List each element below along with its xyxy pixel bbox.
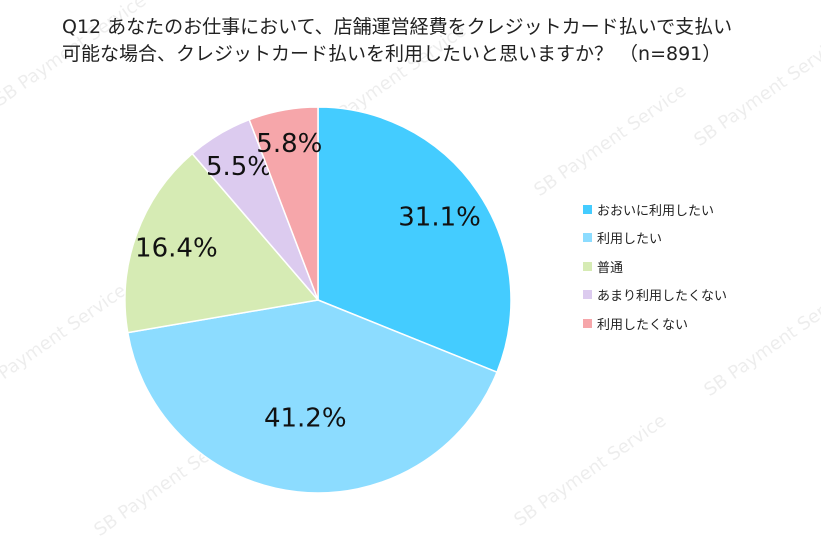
pie-slice <box>248 106 319 301</box>
legend-label: おおいに利用したい <box>597 203 715 219</box>
chart-legend: おおいに利用したい 利用したい普通あまり利用したくない 利用したくない <box>583 195 727 338</box>
legend-swatch <box>583 318 592 328</box>
legend-item: 利用したくない <box>583 309 727 338</box>
legend-swatch <box>583 204 592 214</box>
pie-slice <box>126 299 498 494</box>
pie-chart: 31.1% 41.2% 16.4% 5.5%5.8% <box>124 106 512 494</box>
legend-swatch <box>583 261 592 271</box>
slice-data-label: 31.1% <box>398 202 481 232</box>
legend-item: おおいに利用したい <box>583 195 727 224</box>
slice-data-label: 5.8% <box>256 129 322 159</box>
legend-label: あまり利用したくない <box>597 289 728 305</box>
pie-slice <box>124 152 320 334</box>
legend-label: 普通 <box>597 260 624 276</box>
legend-item: 利用したい <box>583 224 727 253</box>
slice-data-label: 41.2% <box>264 403 347 433</box>
legend-swatch <box>583 290 592 300</box>
chart-title-line-1: Q12 あなたのお仕事において、店舗運営経費をクレジットカード払いで支払い <box>62 16 733 38</box>
legend-label: 利用したい <box>597 232 663 248</box>
chart-title: Q12 あなたのお仕事において、店舗運営経費をクレジットカード払いで支払い 可能… <box>62 14 802 68</box>
legend-label: 利用したくない <box>597 317 689 333</box>
chart-title-line-2: 可能な場合、クレジットカード払いを利用したいと思いますか？ （n=891） <box>62 43 722 65</box>
legend-swatch <box>583 233 592 243</box>
slice-data-label: 16.4% <box>135 234 218 264</box>
legend-item: あまり利用したくない <box>583 281 727 310</box>
pie-slice <box>317 106 512 374</box>
slice-data-label: 5.5% <box>206 152 272 182</box>
legend-item: 普通 <box>583 252 727 281</box>
